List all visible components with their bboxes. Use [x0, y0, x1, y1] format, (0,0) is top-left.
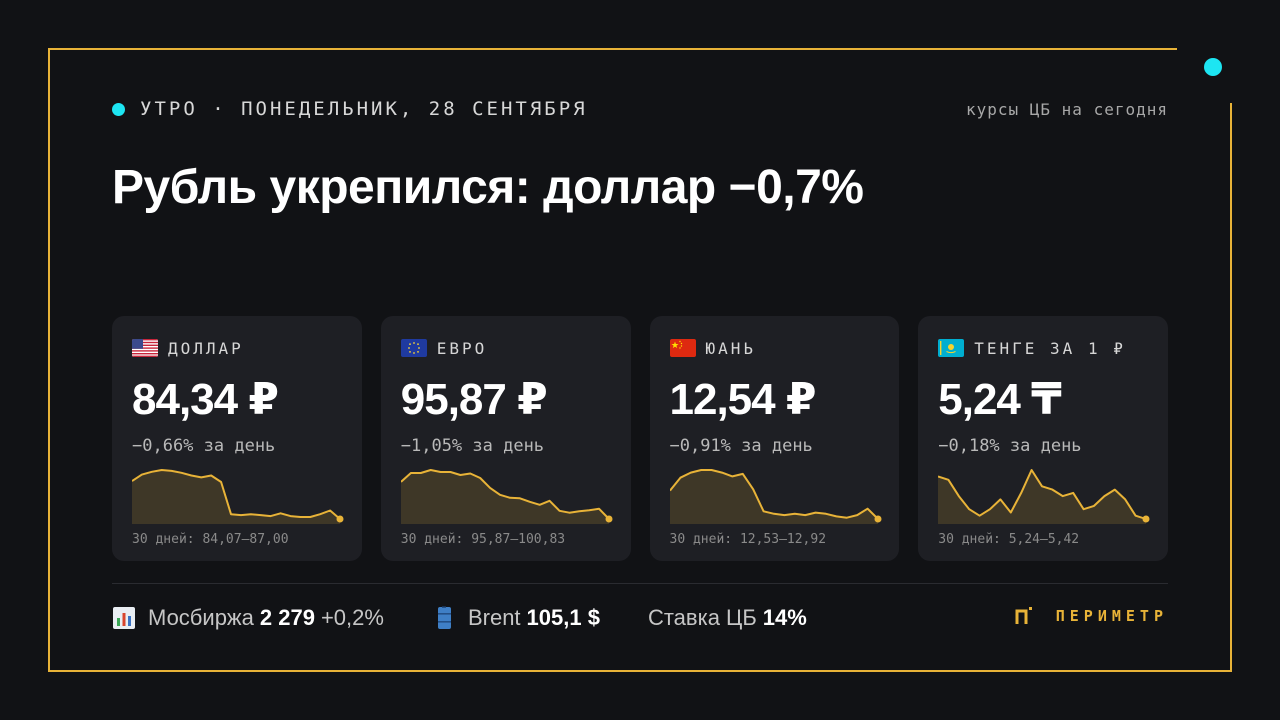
card-label: ДОЛЛАР [168, 338, 244, 358]
card-range: 30 дней: 95,87–100,83 [400, 532, 566, 547]
card-label: ЕВРО [436, 338, 488, 358]
moex-label: Мосбиржа [148, 605, 254, 630]
sparkline-area [132, 470, 340, 524]
sparkline-last-point [1142, 515, 1150, 523]
card-value: 84,34 ₽ [132, 375, 279, 424]
header: УТРО · ПОНЕДЕЛЬНИК, 28 СЕНТЯБРЯ курсы ЦБ… [112, 96, 1168, 122]
brent-label: Brent [467, 605, 521, 630]
rate-value: 14% [762, 605, 807, 630]
card-label: ЮАНЬ [705, 338, 757, 358]
brand[interactable]: ПЕРИМЕТР [1014, 606, 1168, 626]
card-range: 30 дней: 5,24–5,42 [938, 532, 1080, 547]
frame-border-left [48, 48, 50, 672]
sparkline-area [938, 470, 1147, 524]
moex-delta: +0,2% [320, 605, 384, 630]
card-head: ЮАНЬ [669, 338, 880, 358]
sparkline-last-point [605, 515, 613, 523]
sparkline-line [400, 469, 610, 520]
rates-note: курсы ЦБ на сегодня [965, 99, 1168, 119]
date-wrap: УТРО · ПОНЕДЕЛЬНИК, 28 СЕНТЯБРЯ [112, 98, 588, 120]
card-value: 95,87 ₽ [400, 375, 548, 424]
card-change: −0,91% за день [669, 436, 813, 456]
date-line: УТРО · ПОНЕДЕЛЬНИК, 28 СЕНТЯБРЯ [140, 98, 588, 120]
card-change: −1,05% за день [400, 436, 545, 456]
card-value: 12,54 ₽ [669, 375, 817, 424]
card-cny[interactable]: ЮАНЬ 12,54 ₽ −0,91% за день 30 дней: 12,… [649, 316, 900, 561]
corner-dot [1204, 58, 1222, 76]
frame-border-top [48, 48, 1177, 50]
moex-value: 2 279 [259, 605, 315, 630]
kz-flag-icon [938, 339, 965, 357]
live-dot-icon [112, 102, 125, 116]
card-change: −0,18% за день [938, 436, 1082, 456]
sparkline-area [669, 470, 878, 524]
eu-flag-icon [400, 339, 427, 357]
frame-border-right [1230, 103, 1232, 672]
sparkline-line [132, 469, 341, 520]
rate-item: Ставка ЦБ 14% [648, 605, 807, 631]
footer-divider [112, 583, 1168, 584]
bar-chart-icon [113, 607, 135, 629]
card-range: 30 дней: 84,07–87,00 [132, 532, 289, 547]
brent-value: 105,1 $ [526, 605, 600, 630]
rate-label: Ставка ЦБ [647, 605, 757, 630]
cn-flag-icon [669, 339, 696, 357]
card-change: −0,66% за день [132, 436, 276, 456]
card-eur[interactable]: ЕВРО 95,87 ₽ −1,05% за день 30 дней: 95,… [380, 316, 631, 561]
currency-cards: ДОЛЛАР 84,34 ₽ −0,66% за день 30 дней: 8… [112, 316, 1168, 561]
card-value: 5,24 ₸ [938, 375, 1061, 424]
card-range: 30 дней: 12,53–12,92 [669, 532, 827, 547]
sparkline [400, 469, 613, 524]
sparkline-line [669, 469, 879, 520]
brent-item: Brent 105,1 $ [432, 605, 600, 631]
sparkline [938, 469, 1150, 524]
sparkline-last-point [336, 515, 344, 523]
frame-border-bottom [48, 670, 1232, 672]
card-head: ДОЛЛАР [132, 338, 342, 358]
card-head: ЕВРО [400, 338, 611, 358]
sparkline [669, 469, 881, 524]
oil-barrel-icon [437, 606, 451, 629]
card-usd[interactable]: ДОЛЛАР 84,34 ₽ −0,66% за день 30 дней: 8… [112, 316, 362, 561]
sparkline [132, 469, 344, 524]
moex-item: Мосбиржа 2 279 +0,2% [112, 605, 384, 631]
card-head: ТЕНГЕ ЗА 1 ₽ [938, 338, 1148, 358]
brand-name: ПЕРИМЕТР [1055, 607, 1168, 625]
us-flag-icon [132, 339, 158, 357]
sparkline-last-point [874, 515, 881, 523]
sparkline-line [938, 469, 1147, 520]
card-label: ТЕНГЕ ЗА 1 ₽ [974, 338, 1126, 358]
headline: Рубль укрепился: доллар −0,7% [112, 161, 864, 214]
card-kzt[interactable]: ТЕНГЕ ЗА 1 ₽ 5,24 ₸ −0,18% за день 30 дн… [918, 316, 1168, 561]
footer: Мосбиржа 2 279 +0,2% Brent 105,1 $ Ставк… [112, 600, 1168, 636]
perimetr-logo-icon [1015, 607, 1032, 624]
